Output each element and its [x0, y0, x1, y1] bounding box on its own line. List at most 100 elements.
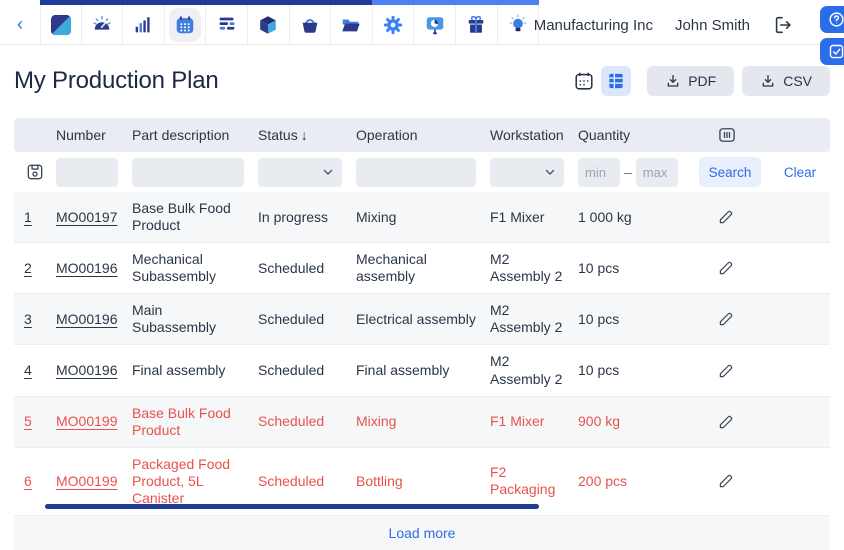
- columns-icon: [717, 125, 737, 145]
- row-index-link[interactable]: 3: [24, 311, 32, 327]
- folder-icon: [340, 14, 362, 36]
- quantity-cell: 200 pcs: [578, 465, 690, 498]
- app-dashboard[interactable]: [82, 5, 124, 45]
- column-settings-button[interactable]: [690, 125, 770, 145]
- header-workstation[interactable]: Workstation: [490, 127, 578, 143]
- app-settings[interactable]: [373, 5, 415, 45]
- help-question-button[interactable]: [820, 6, 844, 33]
- cube-icon: [257, 14, 279, 36]
- status-cell: In progress: [258, 201, 356, 234]
- filter-number-input[interactable]: [56, 158, 118, 187]
- header-operation[interactable]: Operation: [356, 127, 490, 143]
- filter-quantity-max-input[interactable]: [636, 158, 678, 187]
- clear-button[interactable]: Clear: [770, 165, 830, 180]
- load-more-button[interactable]: Load more: [389, 525, 456, 541]
- pencil-icon: [717, 259, 735, 277]
- page-title: My Production Plan: [14, 67, 219, 95]
- table-header-row: Number Part description Status↓ Operatio…: [14, 118, 830, 152]
- help-widget-stack: [820, 6, 844, 65]
- edit-row-button[interactable]: [690, 200, 770, 234]
- download-icon: [760, 73, 776, 89]
- save-filter-button[interactable]: [14, 162, 56, 182]
- gauge-icon: [91, 14, 113, 36]
- user-name[interactable]: John Smith: [675, 17, 750, 34]
- search-button[interactable]: Search: [699, 157, 761, 187]
- logo-icon: [50, 14, 72, 36]
- app-documents[interactable]: [331, 5, 373, 45]
- row-index-link[interactable]: 2: [24, 260, 32, 276]
- header-part-description[interactable]: Part description: [132, 127, 258, 143]
- edit-row-button[interactable]: [690, 302, 770, 336]
- row-index-link[interactable]: 1: [24, 209, 32, 225]
- app-gantt[interactable]: [206, 5, 248, 45]
- pencil-icon: [717, 472, 735, 490]
- part-description-cell: Main Subassembly: [132, 294, 258, 344]
- edit-row-button[interactable]: [690, 405, 770, 439]
- app-procurement[interactable]: [290, 5, 332, 45]
- gear-icon: [382, 14, 404, 36]
- mo-number-link[interactable]: MO00197: [56, 209, 117, 225]
- workstation-cell: F2 Packaging: [490, 456, 578, 506]
- operation-cell: Mixing: [356, 405, 490, 438]
- mo-number-link[interactable]: MO00196: [56, 362, 117, 378]
- help-checklist-button[interactable]: [820, 38, 844, 65]
- quantity-cell: 900 kg: [578, 405, 690, 438]
- app-stock[interactable]: [248, 5, 290, 45]
- filter-operation-input[interactable]: [356, 158, 476, 187]
- csv-label: CSV: [783, 73, 812, 89]
- operation-cell: Final assembly: [356, 354, 490, 387]
- filter-part-input[interactable]: [132, 158, 244, 187]
- download-icon: [665, 73, 681, 89]
- production-plan-table: Number Part description Status↓ Operatio…: [14, 118, 830, 550]
- filter-quantity-min-input[interactable]: [578, 158, 620, 187]
- header-quantity[interactable]: Quantity: [578, 127, 690, 143]
- edit-row-button[interactable]: [690, 464, 770, 498]
- header-number[interactable]: Number: [56, 127, 132, 143]
- horizontal-scrollbar-thumb[interactable]: [45, 504, 539, 509]
- status-cell: Scheduled: [258, 354, 356, 387]
- filter-row: – Search Clear: [14, 152, 830, 192]
- row-index-link[interactable]: 4: [24, 362, 32, 378]
- app-statistics[interactable]: [123, 5, 165, 45]
- table-view-icon: [606, 71, 626, 91]
- calendar-view-button[interactable]: [569, 66, 599, 96]
- header-status[interactable]: Status↓: [258, 127, 356, 143]
- company-name[interactable]: Manufacturing Inc: [534, 17, 653, 34]
- bar-chart-icon: [132, 14, 154, 36]
- pencil-icon: [717, 208, 735, 226]
- status-cell: Scheduled: [258, 252, 356, 285]
- status-cell: Scheduled: [258, 303, 356, 336]
- page-header: My Production Plan: [14, 60, 830, 102]
- filter-status-select[interactable]: [258, 158, 342, 187]
- edit-row-button[interactable]: [690, 251, 770, 285]
- export-pdf-button[interactable]: PDF: [647, 66, 734, 96]
- export-csv-button[interactable]: CSV: [742, 66, 830, 96]
- table-row: 1 MO00197 Base Bulk Food Product In prog…: [14, 192, 830, 243]
- app-gift[interactable]: [456, 5, 498, 45]
- edit-row-button[interactable]: [690, 354, 770, 388]
- mo-number-link[interactable]: MO00196: [56, 260, 117, 276]
- collapse-toolbar-button[interactable]: ‹: [6, 9, 34, 39]
- app-logo[interactable]: [40, 5, 82, 45]
- operation-cell: Mechanical assembly: [356, 243, 490, 293]
- table-row: 2 MO00196 Mechanical Subassembly Schedul…: [14, 243, 830, 294]
- row-index-link[interactable]: 6: [24, 473, 32, 489]
- mo-number-link[interactable]: MO00196: [56, 311, 117, 327]
- pdf-label: PDF: [688, 73, 716, 89]
- calendar-view-icon: [573, 70, 595, 92]
- filter-workstation-select[interactable]: [490, 158, 564, 187]
- mo-number-link[interactable]: MO00199: [56, 473, 117, 489]
- part-description-cell: Base Bulk Food Product: [132, 192, 258, 242]
- quantity-cell: 1 000 kg: [578, 201, 690, 234]
- table-view-button-active[interactable]: [601, 66, 631, 96]
- app-demo[interactable]: [414, 5, 456, 45]
- row-index-link[interactable]: 5: [24, 413, 32, 429]
- gantt-icon: [216, 14, 238, 36]
- workstation-cell: F1 Mixer: [490, 405, 578, 438]
- app-production-planning-active[interactable]: [165, 5, 207, 45]
- mo-number-link[interactable]: MO00199: [56, 413, 117, 429]
- pencil-icon: [717, 310, 735, 328]
- check-square-icon: [828, 43, 844, 60]
- logout-door-icon: [772, 14, 794, 36]
- logout-button[interactable]: [772, 14, 794, 36]
